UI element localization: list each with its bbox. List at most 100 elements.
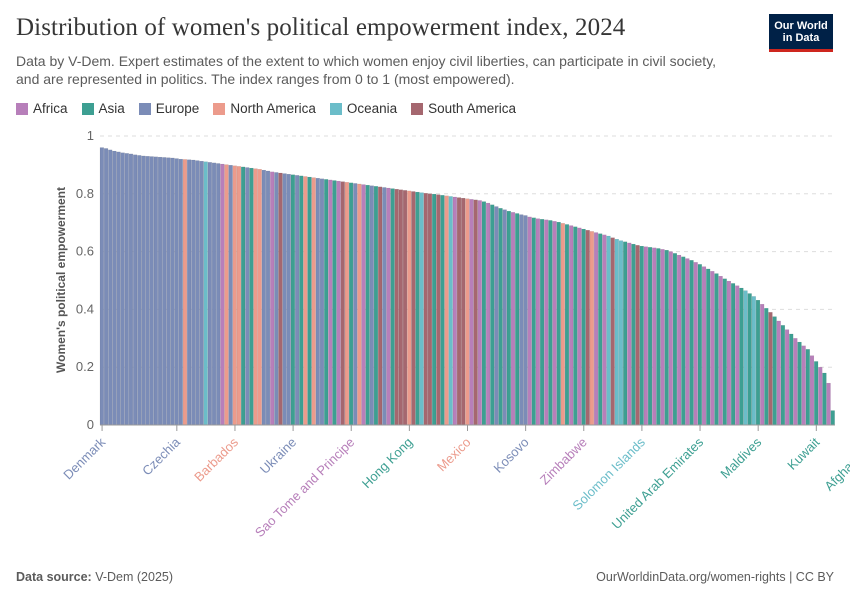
x-tick-label[interactable]: Afghanistan (821, 435, 850, 494)
x-tick-label[interactable]: Barbados (191, 434, 241, 484)
bar[interactable] (830, 410, 835, 426)
bar[interactable] (415, 191, 420, 426)
bar[interactable] (419, 192, 424, 426)
bar[interactable] (191, 159, 196, 426)
bar[interactable] (353, 183, 358, 426)
bar[interactable] (747, 293, 752, 426)
bar[interactable] (706, 268, 711, 426)
bar[interactable] (760, 304, 765, 426)
bar[interactable] (527, 216, 532, 426)
bar[interactable] (112, 150, 117, 426)
bar[interactable] (668, 251, 673, 426)
bar[interactable] (278, 172, 283, 426)
bar[interactable] (307, 176, 312, 426)
legend-item-south-america[interactable]: South America (411, 101, 516, 116)
bar[interactable] (585, 230, 590, 426)
bar[interactable] (174, 158, 179, 426)
bar[interactable] (187, 159, 192, 426)
x-tick-label[interactable]: Denmark (60, 434, 108, 482)
bar[interactable] (506, 210, 511, 426)
bar[interactable] (465, 198, 470, 426)
bar[interactable] (166, 157, 171, 426)
x-tick-label[interactable]: Hong Kong (359, 435, 416, 492)
bar[interactable] (751, 296, 756, 426)
bar[interactable] (718, 276, 723, 426)
bar[interactable] (423, 193, 428, 426)
bar[interactable] (195, 160, 200, 426)
bar[interactable] (344, 182, 349, 426)
bar[interactable] (677, 254, 682, 426)
bar[interactable] (519, 214, 524, 426)
source-url[interactable]: OurWorldinData.org/women-rights | CC BY (596, 570, 834, 584)
bar[interactable] (639, 245, 644, 426)
bar[interactable] (369, 185, 374, 426)
bar[interactable] (361, 184, 366, 426)
bar[interactable] (826, 382, 831, 426)
bar[interactable] (577, 227, 582, 426)
bar[interactable] (432, 193, 437, 426)
bar[interactable] (560, 223, 565, 426)
owid-logo[interactable]: Our World in Data (769, 14, 833, 52)
bar[interactable] (328, 179, 333, 426)
bar[interactable] (311, 177, 316, 426)
bar[interactable] (610, 237, 615, 426)
bar[interactable] (319, 178, 325, 426)
bar[interactable] (461, 197, 466, 426)
bar[interactable] (614, 239, 619, 426)
bar[interactable] (805, 349, 810, 426)
bar[interactable] (145, 156, 150, 426)
bar[interactable] (295, 175, 300, 426)
bar[interactable] (270, 171, 275, 426)
bar[interactable] (797, 341, 802, 426)
bar[interactable] (407, 190, 412, 426)
bar[interactable] (477, 200, 482, 426)
bar[interactable] (627, 242, 632, 426)
bar[interactable] (315, 178, 320, 426)
bar[interactable] (365, 184, 370, 426)
bar[interactable] (108, 149, 113, 426)
bar[interactable] (257, 169, 262, 426)
x-tick-label[interactable]: Kosovo (490, 435, 531, 476)
bar[interactable] (785, 329, 790, 426)
bar[interactable] (510, 212, 516, 426)
bar[interactable] (427, 193, 432, 426)
bar[interactable] (564, 224, 570, 426)
bar[interactable] (286, 173, 291, 426)
bar[interactable] (274, 172, 279, 426)
bar[interactable] (793, 338, 798, 426)
bar[interactable] (153, 156, 158, 426)
bar[interactable] (141, 155, 146, 426)
bar[interactable] (394, 189, 399, 426)
bar[interactable] (764, 308, 769, 426)
bar[interactable] (386, 187, 391, 426)
bar[interactable] (99, 147, 104, 426)
bar[interactable] (618, 240, 624, 426)
bar[interactable] (324, 179, 329, 426)
bar[interactable] (390, 188, 395, 426)
bar[interactable] (157, 156, 163, 426)
bar[interactable] (739, 287, 744, 426)
bar[interactable] (490, 204, 495, 426)
legend-item-north-america[interactable]: North America (213, 101, 316, 116)
bar[interactable] (693, 262, 698, 426)
bar[interactable] (498, 208, 503, 426)
bar[interactable] (606, 235, 611, 426)
bar[interactable] (822, 372, 827, 426)
bar[interactable] (357, 183, 362, 426)
bar[interactable] (253, 168, 258, 426)
bar[interactable] (731, 283, 736, 426)
x-tick-label[interactable]: Czechia (139, 434, 183, 478)
bar[interactable] (473, 199, 478, 426)
bar[interactable] (531, 217, 536, 426)
bar[interactable] (220, 163, 225, 426)
bar[interactable] (486, 202, 491, 426)
bar[interactable] (635, 245, 640, 426)
bar[interactable] (689, 260, 694, 426)
legend-item-europe[interactable]: Europe (138, 101, 199, 116)
bar[interactable] (772, 316, 777, 426)
bar[interactable] (382, 187, 387, 426)
bar[interactable] (589, 231, 594, 426)
bar[interactable] (207, 162, 212, 426)
bar[interactable] (303, 176, 308, 426)
bar[interactable] (137, 155, 142, 426)
